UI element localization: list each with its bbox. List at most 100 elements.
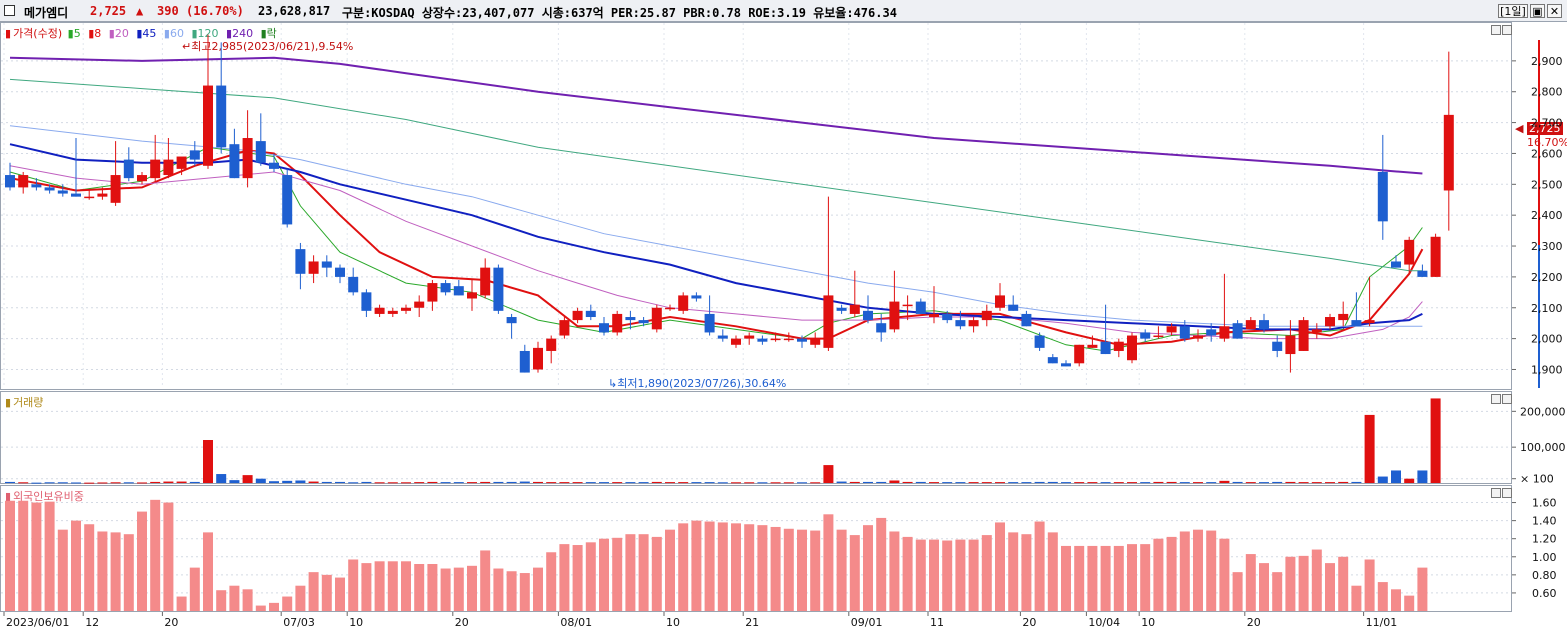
restore-icon[interactable]: ▣ bbox=[1530, 4, 1545, 18]
volume-bar bbox=[1193, 482, 1203, 484]
foreign-bar bbox=[1034, 521, 1045, 611]
foreign-bar bbox=[533, 567, 543, 611]
foreign-bar bbox=[123, 534, 134, 611]
foreign-bar bbox=[1298, 555, 1309, 611]
select-checkbox[interactable] bbox=[4, 5, 15, 16]
candle-body bbox=[150, 159, 161, 179]
candle-body bbox=[1008, 304, 1019, 311]
x-tick-label: 09/01 bbox=[851, 616, 883, 629]
x-tick-label: 10 bbox=[349, 616, 363, 629]
candle-body bbox=[5, 175, 15, 188]
foreign-tick-label: 1.40 bbox=[1532, 515, 1557, 528]
candle-body bbox=[308, 261, 319, 274]
candle-body bbox=[876, 323, 887, 333]
close-icon[interactable]: ✕ bbox=[1547, 4, 1562, 18]
candle-body bbox=[1166, 326, 1177, 333]
volume-bar bbox=[942, 482, 953, 484]
foreign-bar bbox=[638, 534, 649, 611]
candle-body bbox=[1193, 335, 1203, 339]
foreign-bar bbox=[1311, 549, 1322, 611]
foreign-bar bbox=[797, 529, 807, 611]
x-axis-labels: 2023/06/01 12 20 07/03 10 20 08/01 10 21 09/01 11 2… bbox=[3, 612, 1398, 629]
foreign-bar bbox=[308, 572, 319, 611]
foreign-bar bbox=[163, 502, 174, 611]
volume-bar bbox=[876, 481, 887, 483]
candle-body bbox=[717, 335, 728, 339]
volume-bar bbox=[282, 480, 293, 483]
volume-bar bbox=[480, 481, 491, 483]
x-tick-label: 20 bbox=[1022, 616, 1036, 629]
foreign-bar bbox=[1391, 589, 1401, 611]
panel-min-icon[interactable] bbox=[1491, 488, 1501, 498]
candle-body bbox=[1298, 320, 1309, 351]
volume-bar bbox=[546, 482, 557, 484]
x-tick-label: 08/01 bbox=[560, 616, 592, 629]
foreign-bar bbox=[559, 544, 570, 611]
volume-bar bbox=[770, 482, 781, 484]
candle-body bbox=[1047, 357, 1058, 364]
x-tick-label: 11/01 bbox=[1366, 616, 1398, 629]
volume-bar bbox=[1034, 481, 1045, 483]
candle-body bbox=[599, 323, 609, 333]
volume-bar bbox=[440, 482, 451, 484]
volume-bar bbox=[929, 482, 939, 484]
foreign-bar bbox=[1061, 545, 1071, 611]
volume-bar bbox=[387, 482, 398, 484]
candle-body bbox=[295, 249, 306, 274]
panel-close-icon[interactable] bbox=[1502, 488, 1512, 498]
candle-body bbox=[612, 313, 623, 333]
candle-body bbox=[1391, 261, 1401, 268]
foreign-bar bbox=[1351, 585, 1362, 611]
panel-close-icon[interactable] bbox=[1502, 25, 1512, 35]
foreign-bar bbox=[1259, 563, 1269, 611]
volume-bar bbox=[797, 482, 807, 484]
foreign-bar bbox=[1047, 532, 1058, 611]
volume-bar bbox=[18, 482, 29, 484]
current-price: 2,725 bbox=[90, 4, 127, 18]
volume-bar bbox=[110, 482, 121, 484]
panel-close-icon[interactable] bbox=[1502, 394, 1512, 404]
ma-line-20 bbox=[9, 165, 1423, 340]
price-range-bar-down bbox=[1538, 245, 1540, 388]
volume-tick-label: 100,000 bbox=[1520, 441, 1566, 454]
volume-bar bbox=[955, 482, 966, 484]
price-tick-label: 2,900 bbox=[1531, 55, 1563, 68]
candle-body bbox=[242, 138, 253, 179]
volume-plot-area[interactable] bbox=[0, 391, 1512, 484]
foreign-bar bbox=[1325, 563, 1335, 611]
foreign-bar bbox=[1140, 544, 1151, 611]
candle-body bbox=[1219, 326, 1230, 339]
foreign-bar bbox=[1232, 572, 1243, 611]
volume-bar bbox=[97, 482, 108, 484]
candle-body bbox=[863, 310, 873, 321]
panel-min-icon[interactable] bbox=[1491, 25, 1501, 35]
candle-body bbox=[797, 338, 807, 342]
current-price-label: 2,725 bbox=[1527, 122, 1563, 135]
volume-bar bbox=[321, 481, 332, 483]
volume-bar bbox=[1074, 482, 1085, 484]
foreign-bar bbox=[401, 561, 411, 611]
candle-body bbox=[678, 295, 689, 311]
period-button[interactable]: [1일] bbox=[1498, 4, 1528, 18]
price-tick-label: 2,000 bbox=[1531, 333, 1563, 346]
foreign-bar bbox=[255, 605, 266, 611]
foreign-bar bbox=[770, 526, 781, 611]
candle-body bbox=[374, 307, 385, 314]
legend-marker-icon: ▮ bbox=[5, 27, 12, 40]
foreign-bar bbox=[995, 522, 1005, 611]
candle-body bbox=[823, 295, 834, 348]
candle-body bbox=[519, 350, 530, 373]
volume-bar bbox=[123, 482, 134, 484]
volume-bar bbox=[506, 481, 517, 483]
candle-body bbox=[889, 301, 900, 330]
foreign-bar bbox=[1338, 556, 1349, 611]
foreign-bar bbox=[810, 530, 821, 611]
candle-body bbox=[453, 286, 464, 296]
volume-bar bbox=[1325, 482, 1335, 484]
candle-body bbox=[1087, 344, 1098, 348]
volume-bar bbox=[612, 482, 623, 484]
foreign-bar bbox=[282, 596, 293, 611]
foreign-bar bbox=[704, 521, 715, 611]
volume-bar bbox=[493, 481, 504, 483]
panel-min-icon[interactable] bbox=[1491, 394, 1501, 404]
